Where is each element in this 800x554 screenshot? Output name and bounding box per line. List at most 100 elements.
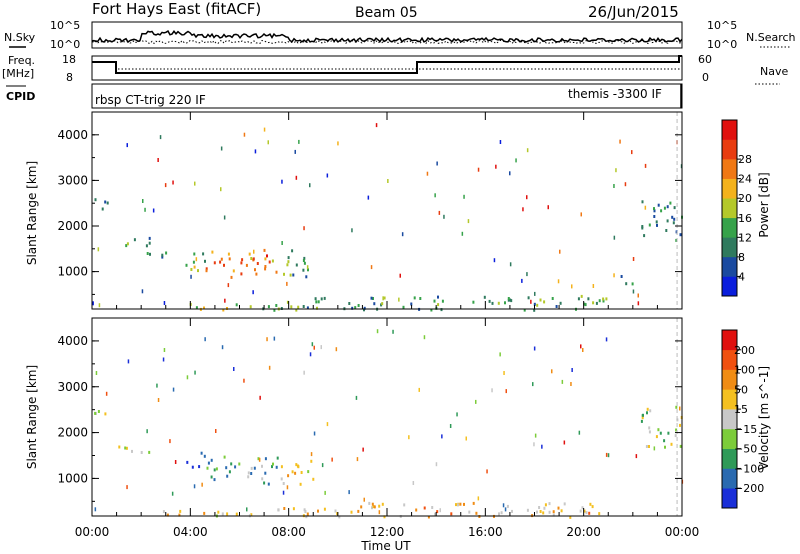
colorbar-segment [722,159,737,179]
echo-cell [263,248,266,252]
echo-cell [315,300,318,304]
echo-cell [579,509,582,513]
echo-cell [146,252,149,255]
nave-tick-bottom: 0 [702,71,709,84]
colorbar-tick-label: 200 [734,344,755,357]
echo-cell [149,252,151,256]
echo-cell [648,223,651,227]
echo-cell [207,461,210,465]
colorbar-segment [722,389,737,410]
echo-cell [577,297,580,301]
echo-cell [230,462,233,466]
x-tick-label: 08:00 [271,525,306,539]
echo-cell [679,444,682,448]
scatter-echo [98,303,101,308]
beam-label: Beam 05 [355,5,418,21]
echo-cell [266,254,268,258]
scatter-echo [337,141,339,146]
scatter-echo [298,139,300,144]
echo-cell [455,503,457,507]
echo-cell [380,303,383,307]
scatter-echo [351,228,353,233]
echo-cell [463,502,465,506]
echo-cell [430,308,433,312]
echo-cell [126,242,129,246]
echo-cell [536,510,538,514]
echo-cell [250,513,253,517]
scatter-echo [465,436,467,441]
scatter-echo [309,352,312,357]
echo-cell [104,200,107,204]
echo-cell [602,299,605,303]
echo-cell [291,470,294,474]
nsearch-label: N.Search [746,31,796,44]
echo-cell [148,241,151,245]
echo-cell [186,460,189,464]
colorbar-tick-label: −50 [734,443,757,456]
echo-cell [253,466,256,470]
y-tick-label: 4000 [57,128,88,142]
echo-cell [483,295,486,299]
echo-cell [250,466,253,470]
echo-cell [287,260,290,264]
echo-cell [675,428,678,432]
echo-cell [264,267,267,271]
echo-cell [656,223,658,227]
echo-cell [238,462,241,466]
echo-cell [283,507,286,510]
colorbar-segment [722,217,737,238]
echo-cell [646,411,648,415]
x-tick-label: 00:00 [75,525,110,539]
scatter-echo [495,164,497,169]
echo-cell [306,512,309,516]
echo-cell [671,215,674,219]
scatter-echo [515,158,517,163]
scatter-echo [370,265,373,270]
echo-cell [323,507,326,511]
echo-cell [563,502,566,506]
echo-cell [247,475,250,479]
power-panel: 1000 2000 3000 4000 Slant Range [km] 4 8 12 16… [25,111,771,312]
echo-cell [250,472,253,475]
echo-cell [383,515,386,519]
echo-cell [360,505,363,509]
echo-cell [523,308,526,312]
echo-cell [245,263,248,267]
echo-cell [500,511,503,515]
colorbar-segment [722,139,737,160]
colorbar-tick-label: 15 [734,403,748,416]
colorbar-tick-label: −200 [734,482,764,495]
echo-cell [437,295,439,299]
colorbar-segment [722,237,737,258]
echo-cell [488,299,491,303]
echo-cell [267,305,270,309]
scatter-echo [399,273,401,278]
echo-cell [659,431,662,435]
scatter-echo [456,412,458,417]
echo-cell [264,257,267,261]
echo-cell [587,297,590,301]
echo-cell [371,502,374,506]
echo-cell [338,515,341,519]
echo-cell [381,302,384,306]
colorbar-tick-label: 50 [734,383,748,396]
scatter-echo [303,226,305,231]
echo-cell [653,209,656,213]
echo-cell [672,221,675,225]
echo-cell [350,510,353,514]
echo-cell [223,263,225,267]
velocity-ylabel: Slant Range [km] [25,365,39,469]
echo-cell [641,200,644,204]
scatter-echo [348,490,350,495]
echo-cell [507,297,510,300]
echo-cell [551,297,554,300]
scatter-echo [561,379,564,384]
echo-cell [552,513,555,517]
scatter-echo [286,485,289,490]
scatter-echo [227,283,230,288]
echo-cell [267,482,270,486]
echo-cell [205,267,208,271]
velocity-colorbar-label: Velocity [m s^-1] [757,366,771,470]
y-tick-label: 2000 [57,426,88,440]
